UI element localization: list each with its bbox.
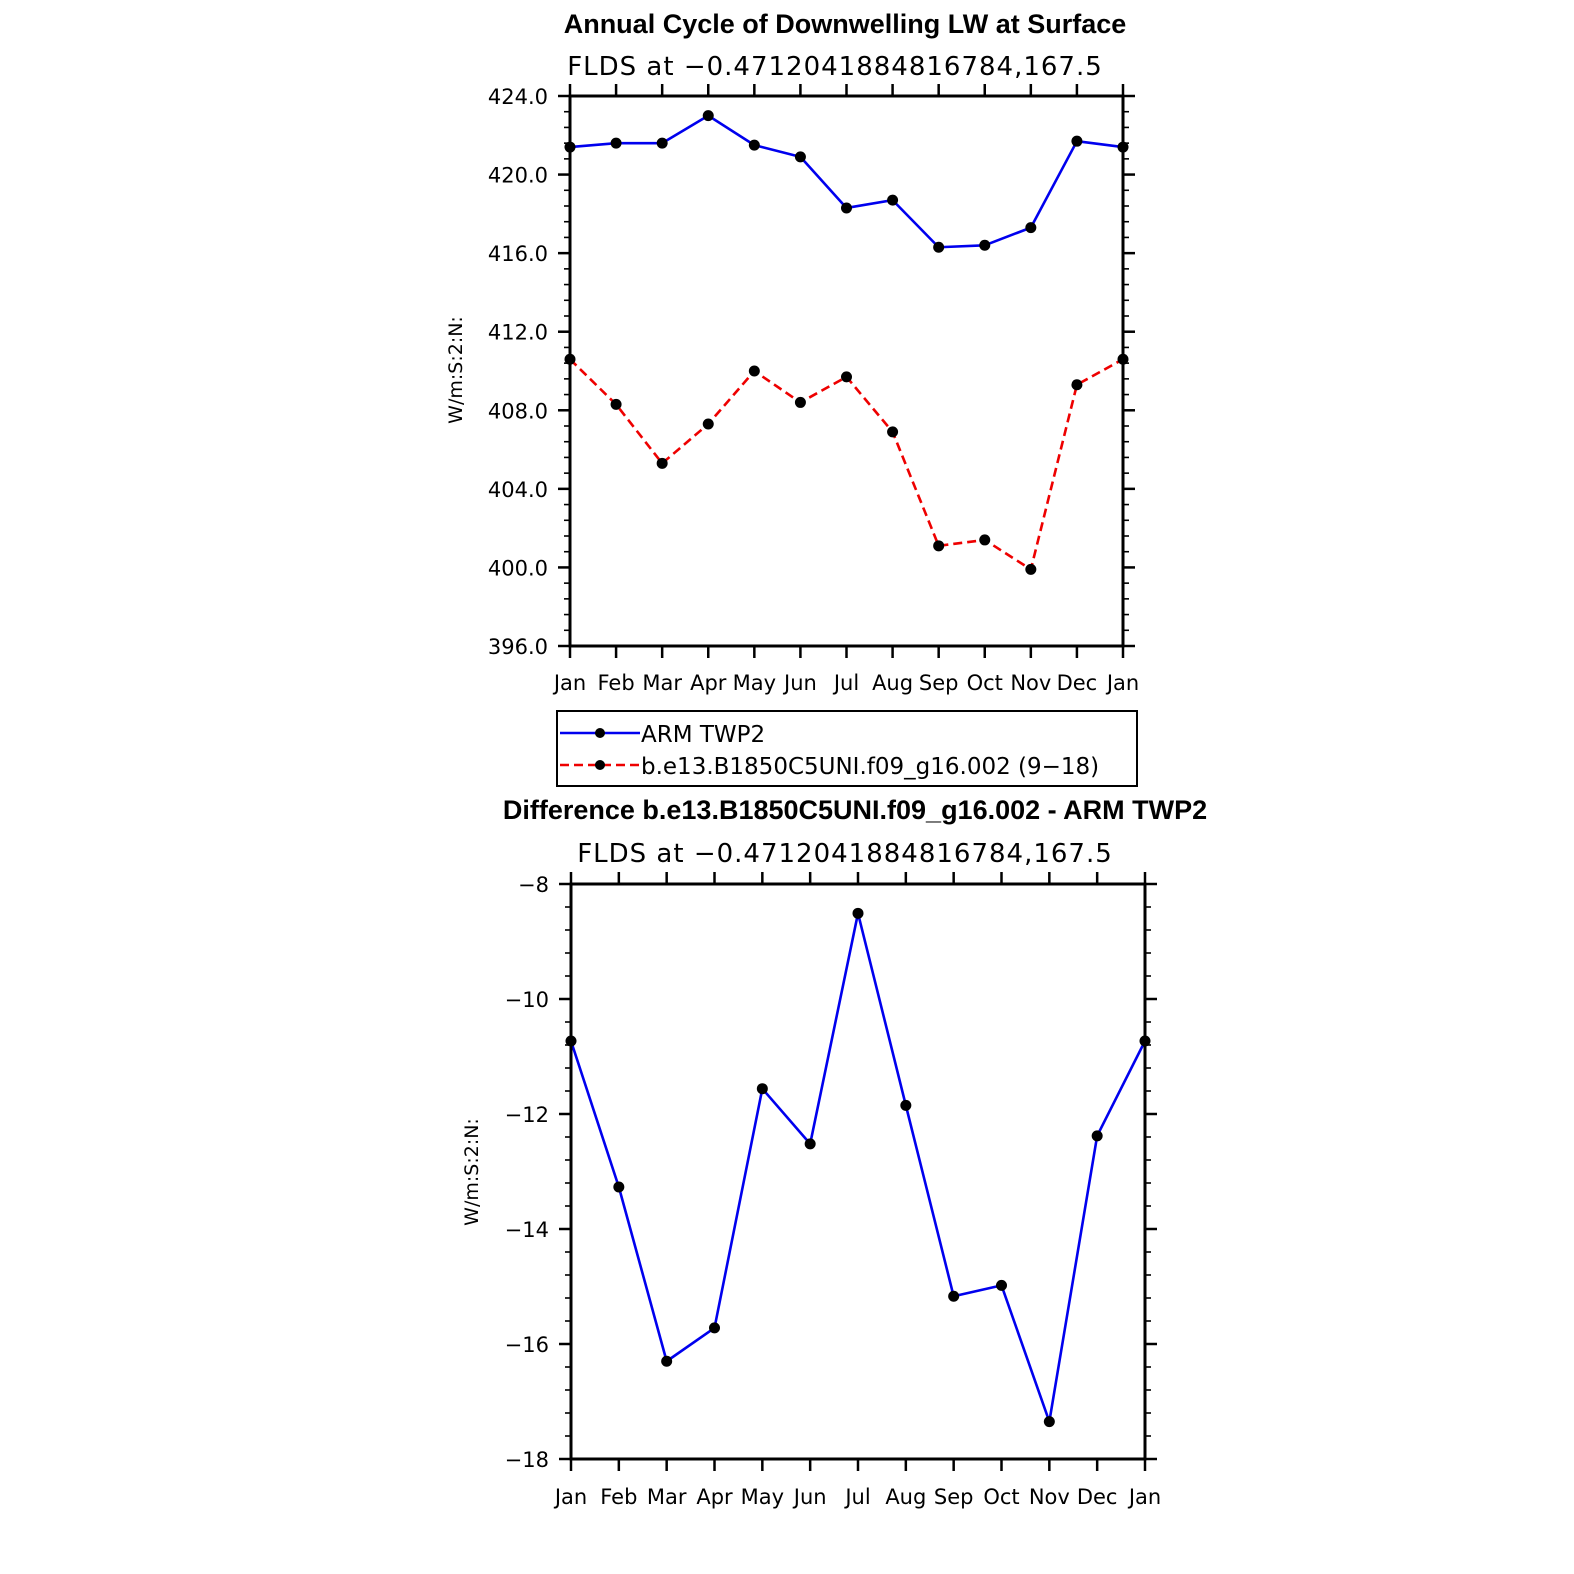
axis-ticks: Jan Feb Mar Apr May Jun Jul Aug Sep Oct Nov Dec Jan−…: [505, 872, 1161, 1509]
data-point: [709, 1322, 720, 1334]
y-tick-label: 416.0: [488, 242, 548, 266]
data-point: [887, 426, 899, 438]
x-tick-label: Nov: [1010, 671, 1051, 695]
difference-panel: Difference b.e13.B1850C5UNI.f09_g16.002 …: [461, 795, 1207, 1509]
series-lines: [569, 114, 1124, 571]
x-tick-label: Nov: [1029, 1485, 1070, 1509]
x-tick-label: Mar: [647, 1485, 687, 1509]
data-point: [979, 534, 991, 546]
data-point: [979, 239, 991, 251]
x-tick-label: Aug: [872, 671, 913, 695]
chart-subtitle: FLDS at −0.4712041884816784,167.5: [577, 839, 1113, 869]
data-point: [748, 365, 760, 377]
data-point: [656, 457, 668, 469]
data-point: [1025, 222, 1037, 234]
annual-cycle-panel: Annual Cycle of Downwelling LW at Surfac…: [445, 9, 1139, 695]
data-point: [610, 398, 622, 410]
data-point: [661, 1355, 673, 1367]
y-tick-label: 396.0: [488, 635, 548, 659]
data-point: [1091, 1130, 1103, 1142]
series-line-0: [569, 114, 1124, 249]
y-tick-label: 420.0: [488, 164, 548, 188]
data-point: [1071, 135, 1083, 147]
x-tick-label: Jun: [782, 671, 817, 695]
legend-marker-arm-twp2: [595, 728, 605, 738]
data-point: [794, 396, 806, 408]
x-tick-label: Apr: [690, 671, 727, 695]
y-tick-label: 412.0: [488, 321, 548, 345]
y-tick-label: 404.0: [488, 478, 548, 502]
chart-subtitle: FLDS at −0.4712041884816784,167.5: [567, 52, 1103, 82]
data-point: [702, 418, 714, 430]
data-point: [1071, 379, 1083, 391]
series-points: [565, 907, 1151, 1428]
x-tick-label: Dec: [1057, 671, 1098, 695]
x-tick-label: May: [741, 1485, 784, 1509]
x-tick-label: Jul: [832, 671, 859, 695]
x-tick-label: Jan: [1105, 671, 1139, 695]
data-point: [756, 1083, 768, 1095]
data-point: [887, 194, 899, 206]
data-point: [794, 151, 806, 163]
x-tick-label: Apr: [696, 1485, 733, 1509]
legend: ARM TWP2 b.e13.B1850C5UNI.f09_g16.002 (9…: [556, 710, 1138, 787]
x-tick-label: Dec: [1077, 1485, 1118, 1509]
data-point: [841, 202, 852, 214]
x-tick-label: Jan: [552, 671, 586, 695]
y-tick-label: −18: [505, 1448, 549, 1472]
data-point: [613, 1181, 625, 1193]
x-tick-label: Feb: [597, 671, 634, 695]
series-line-1: [569, 358, 1124, 571]
axis-ticks: Jan Feb Mar Apr May Jun Jul Aug Sep Oct Nov Dec Jan3…: [488, 84, 1139, 695]
x-tick-label: Jul: [843, 1485, 870, 1509]
data-point: [804, 1138, 816, 1150]
x-tick-label: Jan: [1127, 1485, 1161, 1509]
plot-frame: [568, 94, 1125, 648]
series-lines: [569, 912, 1147, 1423]
data-point: [1025, 563, 1037, 575]
y-tick-label: 424.0: [488, 85, 548, 109]
data-point: [852, 907, 864, 919]
x-tick-label: Sep: [934, 1485, 974, 1509]
legend-label-model: b.e13.B1850C5UNI.f09_g16.002 (9−18): [641, 754, 1099, 780]
y-tick-label: −10: [505, 988, 549, 1012]
data-point: [610, 137, 622, 149]
y-tick-label: 408.0: [488, 399, 548, 423]
chart-title: Difference b.e13.B1850C5UNI.f09_g16.002 …: [503, 795, 1207, 825]
x-tick-label: Jan: [553, 1485, 587, 1509]
data-point: [1043, 1416, 1055, 1428]
data-point: [656, 137, 668, 149]
y-tick-label: −16: [505, 1333, 549, 1357]
series-points: [564, 110, 1129, 575]
x-tick-label: Oct: [983, 1485, 1019, 1509]
x-tick-label: May: [733, 671, 776, 695]
y-tick-label: −14: [505, 1218, 549, 1242]
x-tick-label: Aug: [885, 1485, 926, 1509]
y-tick-label: −12: [505, 1103, 549, 1127]
data-point: [748, 139, 760, 151]
data-point: [702, 110, 714, 122]
data-point: [948, 1290, 960, 1302]
data-point: [900, 1099, 912, 1111]
y-tick-label: 400.0: [488, 556, 548, 580]
series-line-0: [569, 912, 1147, 1423]
data-point: [933, 540, 945, 552]
legend-marker-model: [595, 760, 605, 770]
y-tick-label: −8: [518, 873, 549, 897]
x-tick-label: Jun: [792, 1485, 827, 1509]
legend-box: [556, 710, 1138, 787]
x-tick-label: Sep: [919, 671, 959, 695]
x-tick-label: Mar: [642, 671, 682, 695]
plot-frame: [569, 882, 1147, 1461]
data-point: [996, 1279, 1007, 1291]
x-tick-label: Oct: [967, 671, 1003, 695]
data-point: [841, 371, 852, 383]
data-point: [933, 241, 945, 253]
chart-title: Annual Cycle of Downwelling LW at Surfac…: [564, 9, 1127, 39]
y-axis-label: W/m:S:2:N:: [461, 1118, 483, 1226]
legend-label-arm-twp2: ARM TWP2: [641, 722, 765, 748]
y-axis-label: W/m:S:2:N:: [445, 316, 467, 424]
x-tick-label: Feb: [600, 1485, 637, 1509]
